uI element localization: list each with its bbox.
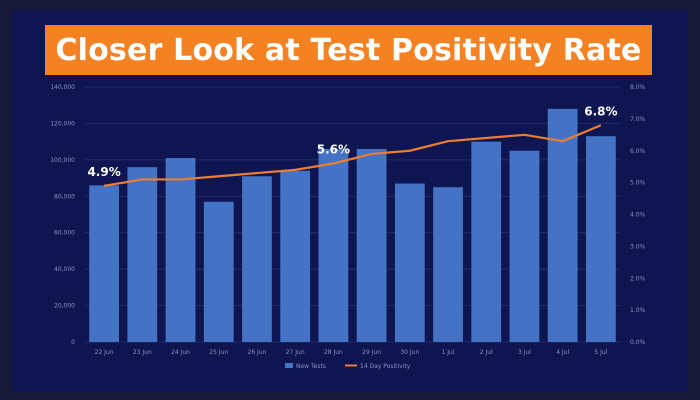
right-tick-label: 1.0% xyxy=(630,307,646,314)
bar xyxy=(242,176,272,342)
x-tick-label: 22 Jun xyxy=(95,349,114,356)
data-label: 5.6% xyxy=(317,143,350,157)
line-series xyxy=(103,124,602,187)
right-tick-label: 6.0% xyxy=(630,148,646,155)
x-tick-label: 26 Jun xyxy=(248,349,267,356)
x-axis-ticks: 22 Jun 23 Jun 24 Jun 25 Jun 26 Jun 27 Jun 28 J… xyxy=(95,349,608,356)
bar xyxy=(127,167,158,342)
right-tick-label: 8.0% xyxy=(630,84,646,91)
bar xyxy=(394,183,425,342)
x-tick-label: 24 Jun xyxy=(171,349,190,356)
title-banner: Closer Look at Test Positivity Rate xyxy=(45,25,652,75)
slide-title: Closer Look at Test Positivity Rate xyxy=(55,32,642,68)
right-tick-label: 2.0% xyxy=(630,275,646,282)
bar xyxy=(356,148,387,342)
x-tick-label: 29 Jun xyxy=(362,349,381,356)
bar xyxy=(165,158,196,342)
bar xyxy=(509,150,540,342)
right-axis-ticks: 0.0% 1.0% 2.0% 3.0% 4.0% 5.0% 6.0% 7.0% 8.0% xyxy=(630,84,646,346)
left-tick-label: 120,000 xyxy=(50,120,75,127)
left-tick-label: 80,000 xyxy=(54,193,75,200)
x-tick-label: 5 Jul xyxy=(594,349,607,356)
x-tick-label: 2 Jul xyxy=(480,349,493,356)
left-tick-label: 100,000 xyxy=(50,157,75,164)
left-tick-label: 0 xyxy=(71,339,75,346)
bar xyxy=(585,136,616,342)
right-tick-label: 0.0% xyxy=(630,339,646,346)
x-tick-label: 1 Jul xyxy=(442,349,455,356)
x-tick-label: 4 Jul xyxy=(556,349,569,356)
right-tick-label: 4.0% xyxy=(630,212,646,219)
left-tick-label: 40,000 xyxy=(54,266,75,273)
right-tick-label: 3.0% xyxy=(630,243,646,250)
legend-label-line: 14 Day Positivity xyxy=(360,363,411,370)
x-tick-label: 25 Jun xyxy=(209,349,228,356)
x-tick-label: 3 Jul xyxy=(518,349,531,356)
bar xyxy=(547,108,578,342)
left-tick-label: 140,000 xyxy=(50,84,75,91)
right-tick-label: 7.0% xyxy=(630,116,646,123)
bar xyxy=(433,187,463,342)
left-tick-label: 20,000 xyxy=(54,303,75,310)
bar xyxy=(203,201,234,342)
x-tick-label: 30 Jun xyxy=(400,349,419,356)
x-tick-label: 28 Jun xyxy=(324,349,343,356)
legend: New Tests 14 Day Positivity xyxy=(285,363,411,370)
positivity-line xyxy=(103,124,602,187)
left-axis-ticks: 0 20,000 40,000 60,000 80,000 100,000 120,000 1… xyxy=(50,84,75,346)
x-tick-label: 23 Jun xyxy=(133,349,152,356)
data-label: 4.9% xyxy=(87,165,120,179)
gridlines xyxy=(85,86,620,343)
bar xyxy=(280,170,311,342)
left-tick-label: 60,000 xyxy=(54,230,75,237)
legend-label-bars: New Tests xyxy=(296,363,326,370)
data-label: 6.8% xyxy=(584,104,617,118)
bar xyxy=(471,141,502,342)
legend-swatch-bars xyxy=(285,363,293,368)
bar xyxy=(89,185,120,342)
data-annotations: 4.9% 5.6% 6.8% xyxy=(87,104,617,179)
right-tick-label: 5.0% xyxy=(630,180,646,187)
bar-series xyxy=(89,108,616,342)
bar xyxy=(318,148,349,342)
x-tick-label: 27 Jun xyxy=(286,349,305,356)
